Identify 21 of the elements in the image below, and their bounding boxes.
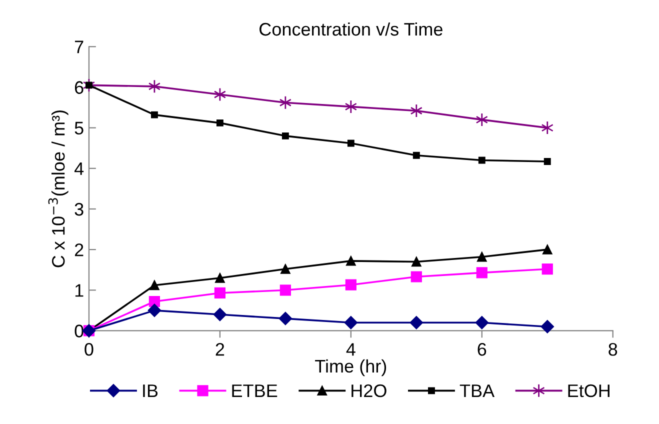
y-tick-label: 7: [74, 40, 84, 54]
y-tick-label: 5: [74, 122, 84, 135]
chart-title: Concentration v/s Time: [260, 22, 442, 36]
y-tick-label: 4: [74, 162, 84, 175]
y-axis-title: C x 10$^{−3}$(mloe / m³): [48, 110, 68, 268]
y-tick-label: 0: [74, 324, 84, 338]
legend-label: EtOH: [568, 384, 610, 398]
y-tick-label: 2: [74, 243, 84, 256]
legend-label: H2O: [352, 384, 386, 398]
x-tick-label: 2: [216, 343, 224, 356]
legend-label: ETBE: [232, 384, 278, 397]
x-axis-title: Time (hr): [315, 359, 386, 376]
legend-label: IB: [143, 384, 158, 397]
x-tick-label: 6: [478, 343, 486, 356]
x-tick-label: 4: [346, 343, 356, 356]
y-tick-label: 6: [74, 81, 84, 94]
legend-label: TBA: [460, 384, 495, 397]
y-tick-label: 3: [74, 202, 84, 216]
x-tick-label: 8: [608, 343, 618, 356]
y-tick-label: 1: [75, 284, 84, 297]
x-tick-label: 0: [84, 343, 94, 356]
